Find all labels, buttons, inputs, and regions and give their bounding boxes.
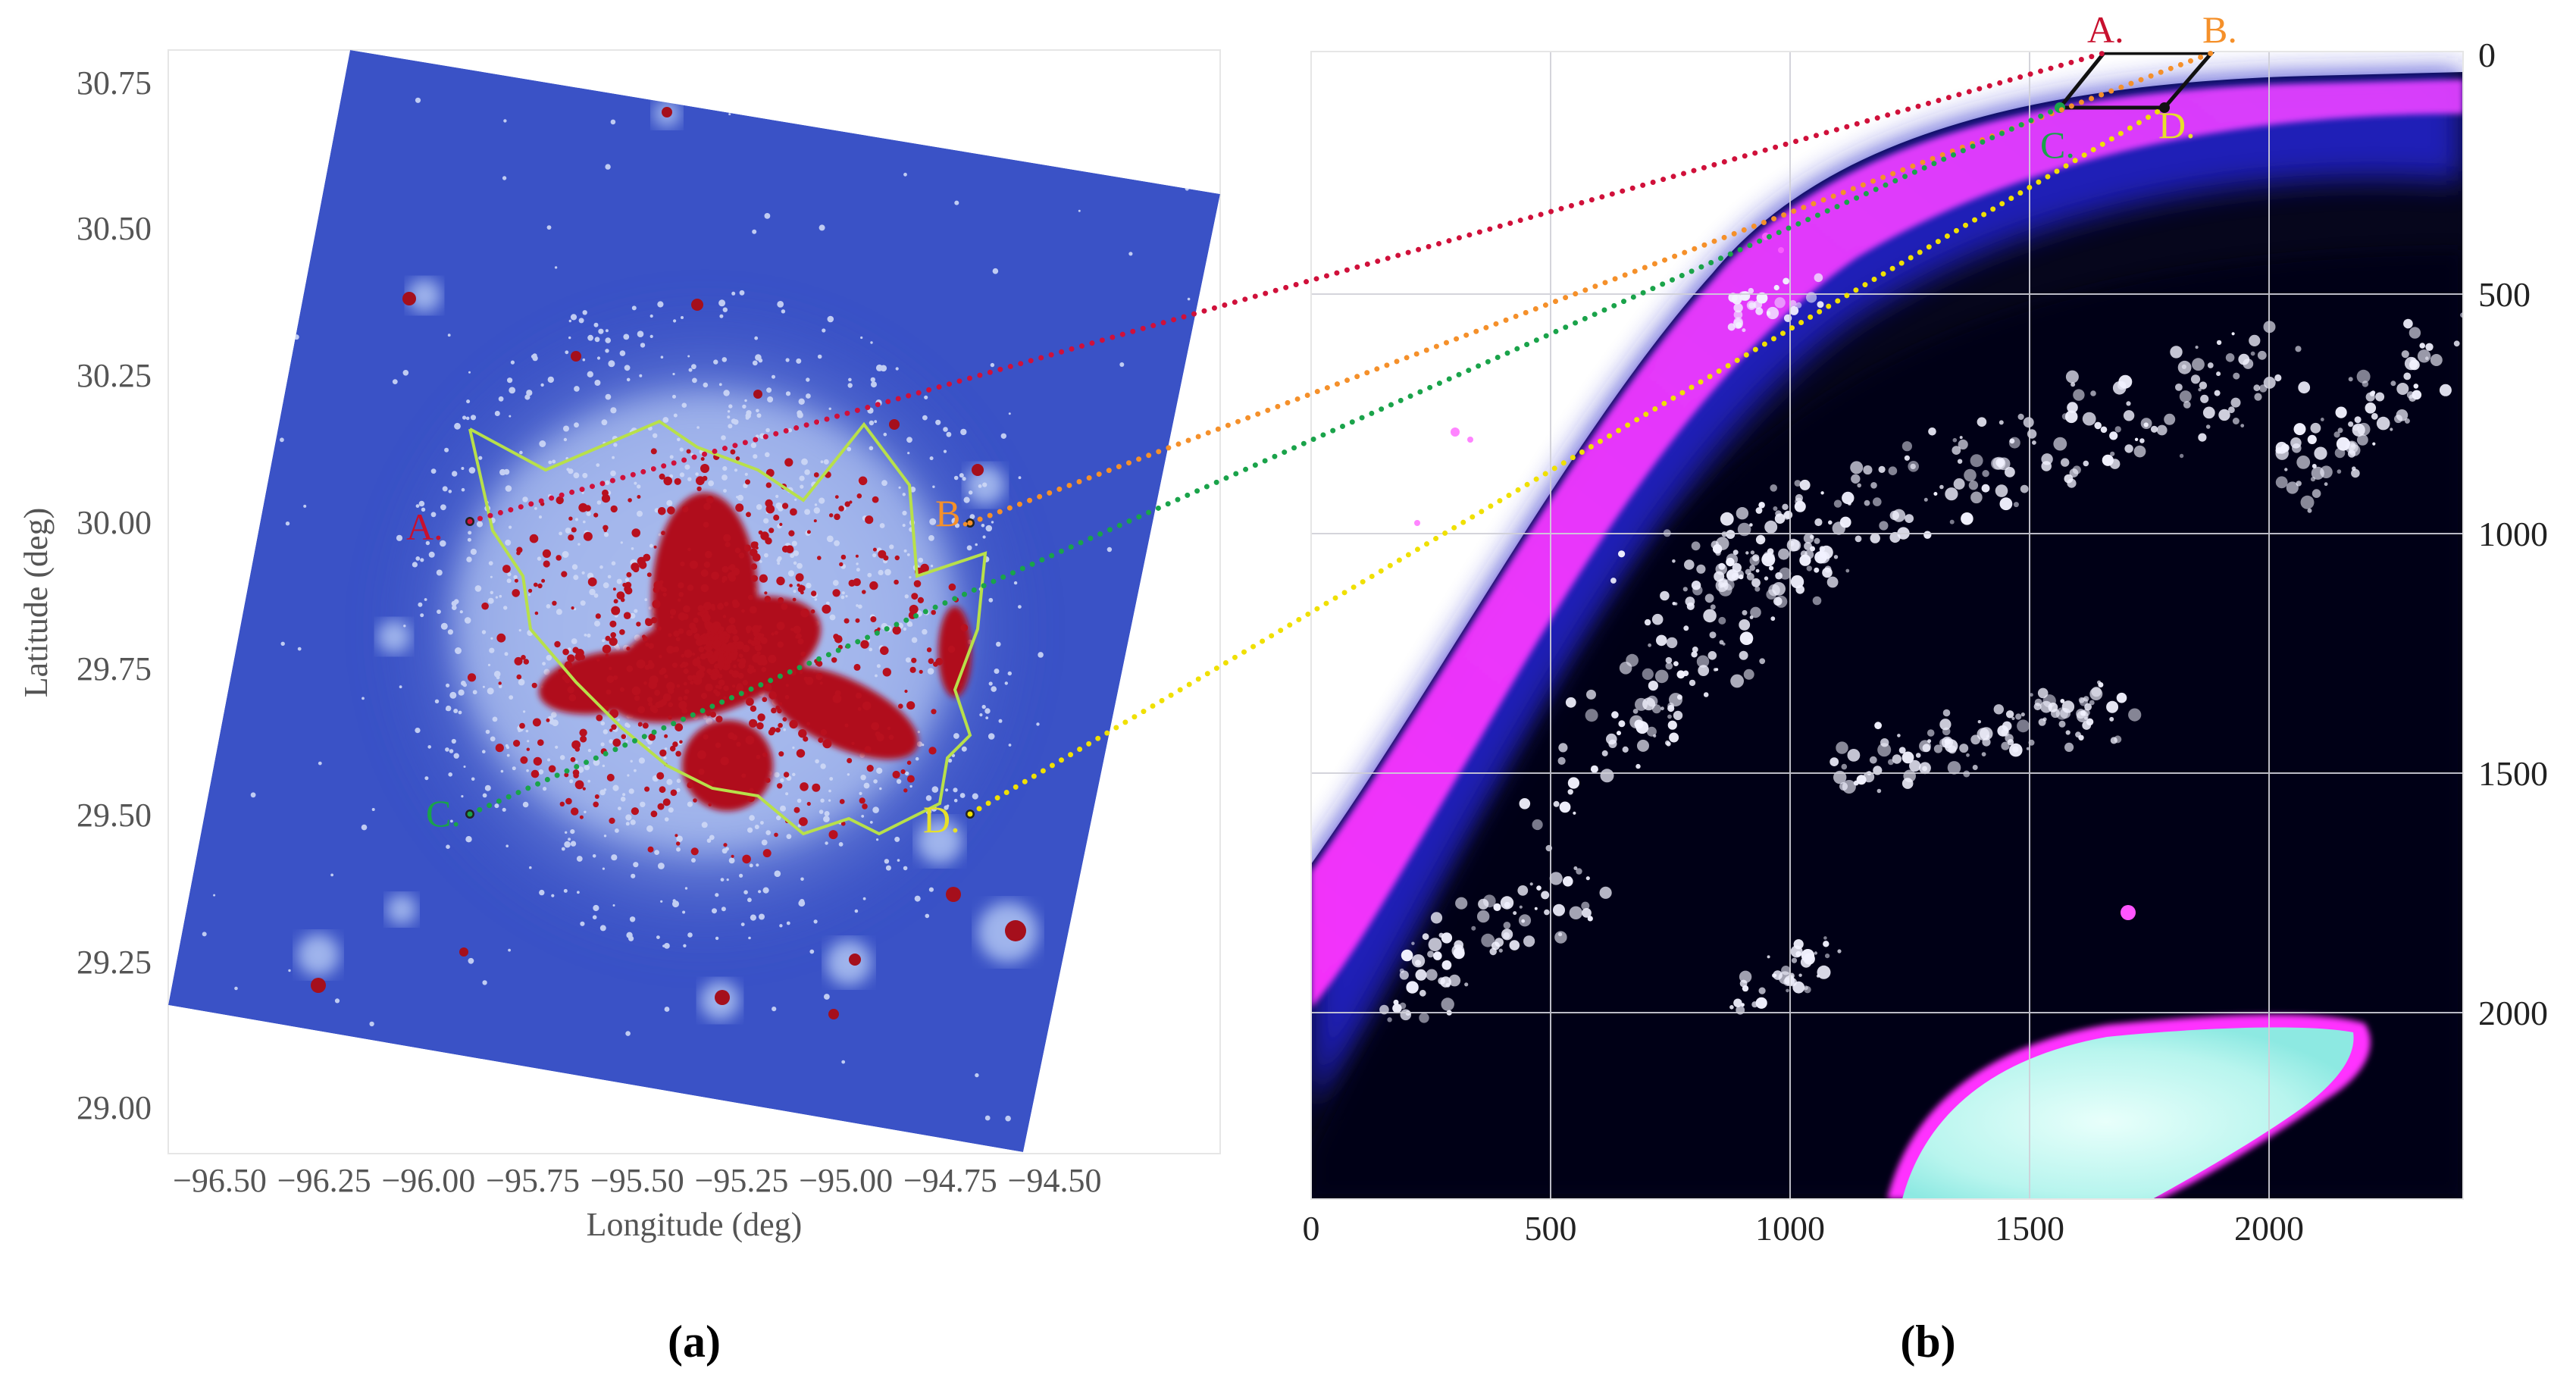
panel-b-x-tick: 500 <box>1525 1209 1577 1248</box>
panel-b-x-tick: 2000 <box>2234 1209 2304 1248</box>
panel-a-y-tick: 29.50 <box>77 797 152 834</box>
satellite-image <box>1311 52 2463 1199</box>
panel-a-caption: (a) <box>668 1317 721 1367</box>
label-d-right: D. <box>2158 104 2196 146</box>
panel-a-x-tick: −94.75 <box>903 1162 997 1199</box>
panel-b-frame <box>1310 51 2464 1200</box>
panel-a-xlabel: Longitude (deg) <box>587 1206 803 1243</box>
panel-a-x-tick: −95.25 <box>695 1162 789 1199</box>
panel-a-x-tick: −95.75 <box>486 1162 580 1199</box>
panel-a-x-tick: −95.00 <box>799 1162 893 1199</box>
panel-a-x-tick: −94.50 <box>1008 1162 1102 1199</box>
panel-a-y-tick: 30.50 <box>77 210 152 247</box>
panel-a-y-tick: 29.25 <box>77 944 152 981</box>
panel-b-x-tick: 1500 <box>1995 1209 2064 1248</box>
connector-b <box>967 50 2214 526</box>
label-b-right: B. <box>2202 8 2237 51</box>
panel-a-x-tick: −96.50 <box>173 1162 267 1199</box>
clouds <box>1379 273 2463 1023</box>
panel-a-x-tick: −96.00 <box>381 1162 475 1199</box>
label-b-left: B. <box>935 492 970 534</box>
city-boundary <box>468 419 988 836</box>
panel-a-frame <box>167 49 1221 1154</box>
nightlight-map <box>168 50 1220 1152</box>
panel-b-y-tick: 1500 <box>2478 754 2548 793</box>
label-c-left: C. <box>426 792 461 835</box>
label-a-left: A. <box>406 506 443 548</box>
label-d-left: D. <box>923 798 960 841</box>
panel-b-y-tick: 500 <box>2478 275 2531 314</box>
panel-a-ylabel: Latitude (deg) <box>17 508 55 697</box>
panel-a-x-tick: −95.50 <box>590 1162 684 1199</box>
panel-b-caption: (b) <box>1900 1317 1955 1367</box>
label-c-right: C. <box>2040 124 2075 166</box>
connector-lines <box>467 50 2214 817</box>
panel-a-y-tick: 30.75 <box>77 64 152 102</box>
panel-a-y-tick: 29.75 <box>77 650 152 687</box>
connector-d <box>967 105 2168 817</box>
panel-a-x-ticks: −96.50 −96.25 −96.00 −95.75 −95.50 −95.25 −95.… <box>173 1162 1101 1199</box>
town-dots <box>311 107 1026 1130</box>
panel-b-x-tick: 1000 <box>1755 1209 1825 1248</box>
panel-a-y-tick: 30.00 <box>77 504 152 541</box>
panel-a-y-tick: 30.25 <box>77 357 152 394</box>
panel-b-y-tick: 2000 <box>2478 994 2548 1032</box>
connector-c <box>467 105 2063 817</box>
panel-b-grid <box>1311 52 2463 1199</box>
panel-b-y-tick: 1000 <box>2478 515 2548 553</box>
panel-b-y-ticks: 0 500 1000 1500 2000 <box>2478 36 2548 1032</box>
panel-a-x-tick: −96.25 <box>277 1162 371 1199</box>
panel-a: 30.75 30.50 30.25 30.00 29.75 29.50 29.25 29.00… <box>17 49 1221 1367</box>
panel-b-x-ticks: 0 500 1000 1500 2000 <box>1303 1209 2305 1248</box>
panel-b-y-tick: 0 <box>2478 36 2496 74</box>
connector-a <box>467 50 2107 525</box>
panel-b-x-tick: 0 <box>1303 1209 1320 1248</box>
panel-a-y-ticks: 30.75 30.50 30.25 30.00 29.75 29.50 29.25 29.00 <box>77 64 152 1126</box>
label-a-right: A. <box>2087 8 2124 51</box>
panel-a-y-tick: 29.00 <box>77 1089 152 1126</box>
